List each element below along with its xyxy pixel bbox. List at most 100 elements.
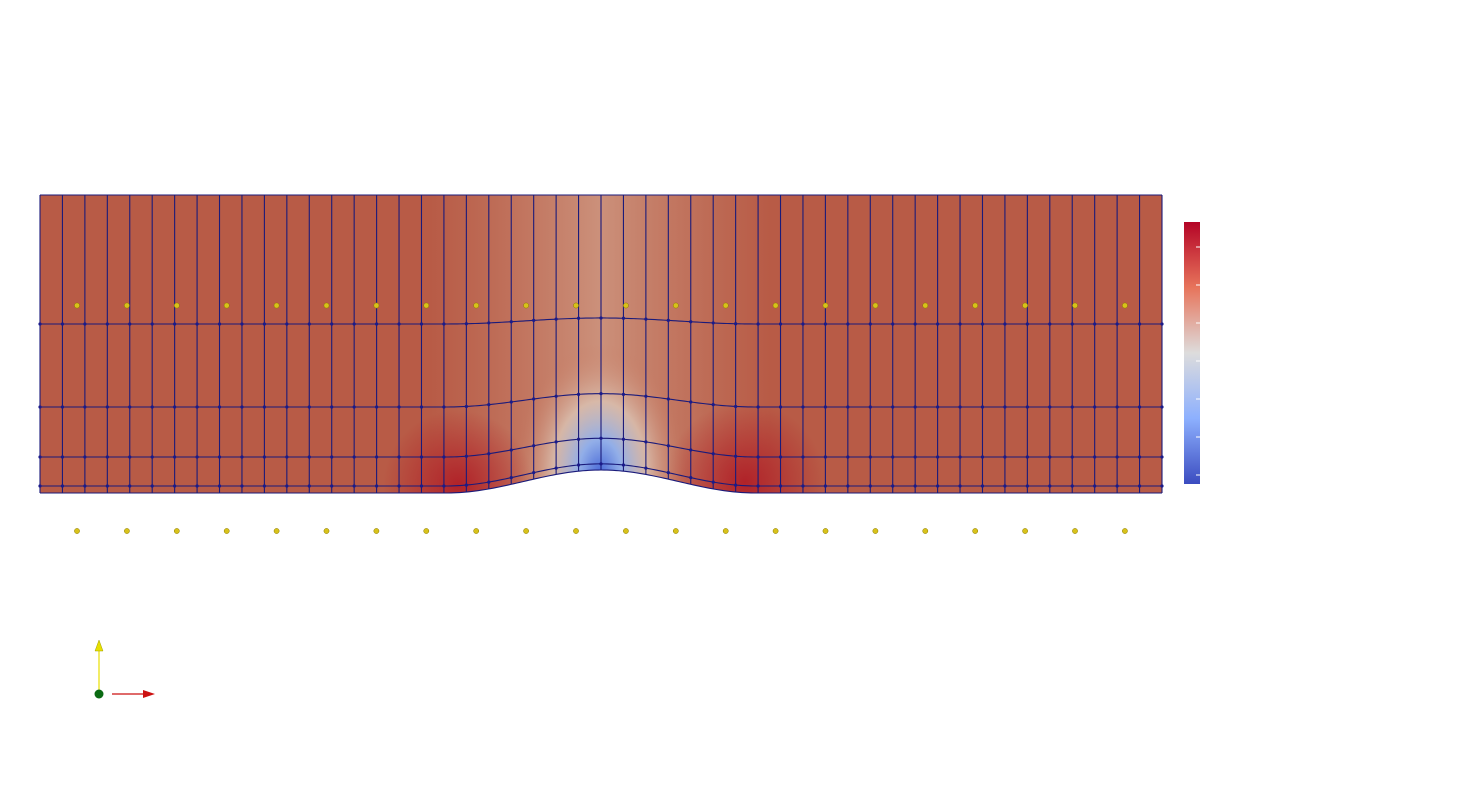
mesh-node <box>262 405 266 409</box>
mesh-node <box>980 455 985 459</box>
probe-point <box>223 528 230 534</box>
mesh-node <box>375 405 379 409</box>
mesh-node <box>936 322 940 326</box>
mesh-node <box>734 322 738 326</box>
mesh-node <box>1070 405 1074 409</box>
mesh-node <box>711 480 715 484</box>
mesh-node <box>1025 405 1029 409</box>
mesh-node <box>195 322 199 326</box>
probe-point <box>972 528 979 534</box>
mesh-node <box>330 484 334 488</box>
mesh-node <box>734 454 738 458</box>
probe-point <box>523 528 529 534</box>
mesh-node <box>487 452 491 456</box>
mesh-node <box>352 484 356 488</box>
mesh-node <box>1093 405 1097 409</box>
mesh-node <box>262 455 266 459</box>
mesh-node <box>644 440 648 444</box>
mesh-node <box>509 320 513 324</box>
mesh-node <box>1093 484 1097 488</box>
mesh-node <box>285 484 289 488</box>
mesh-node <box>217 322 222 326</box>
mesh-node <box>666 397 670 401</box>
mesh-node <box>240 455 244 459</box>
mesh-node <box>868 322 872 326</box>
mesh-node <box>689 448 693 452</box>
mesh-node <box>397 405 401 409</box>
probe-point <box>573 302 579 309</box>
mesh-node <box>621 463 626 467</box>
mesh-node <box>330 405 334 409</box>
probe-point <box>1122 528 1128 534</box>
mesh-node <box>173 455 177 459</box>
mesh-node <box>958 405 962 409</box>
mesh-node <box>644 394 648 398</box>
mesh-node <box>307 322 311 326</box>
mesh-node <box>576 316 581 320</box>
mesh-node <box>105 322 109 326</box>
mesh-node <box>846 322 850 326</box>
mesh-node <box>1137 455 1142 459</box>
mesh-node <box>1137 405 1142 409</box>
mesh-node <box>442 455 446 459</box>
mesh-node <box>958 322 962 326</box>
mesh-node <box>778 322 783 326</box>
probe-point <box>972 302 979 309</box>
probe-point <box>922 302 929 309</box>
mesh-node <box>913 484 917 488</box>
mesh-node <box>1048 405 1052 409</box>
mesh-node <box>711 452 715 456</box>
mesh-node <box>217 455 222 459</box>
probe-point <box>772 302 779 309</box>
probe-point <box>772 528 779 534</box>
mesh-node <box>756 484 760 488</box>
probe-point <box>1022 528 1028 534</box>
mesh-node <box>689 400 693 404</box>
probe-point <box>623 302 629 309</box>
mesh-node <box>936 405 940 409</box>
probe-point <box>822 302 829 309</box>
mesh-node <box>1003 405 1007 409</box>
mesh-node <box>868 405 872 409</box>
mesh-node <box>1025 455 1029 459</box>
probe-point <box>124 302 130 309</box>
orientation-axes <box>94 639 155 699</box>
mesh-node <box>1115 455 1119 459</box>
mesh-node <box>846 405 850 409</box>
mesh-node <box>262 484 266 488</box>
mesh-node <box>240 322 244 326</box>
probe-point <box>373 302 380 309</box>
mesh-node <box>891 484 895 488</box>
mesh-node <box>823 405 828 409</box>
probe-point <box>273 302 280 309</box>
probe-point <box>173 528 180 534</box>
probe-point <box>523 302 529 309</box>
mesh-node <box>1003 484 1007 488</box>
mesh-node <box>352 322 356 326</box>
mesh-node <box>666 444 670 448</box>
mesh-node <box>419 455 424 459</box>
mesh-node <box>397 484 401 488</box>
mesh-node <box>60 322 65 326</box>
mesh-node <box>666 318 670 322</box>
mesh-node <box>734 483 738 487</box>
mesh-node <box>509 476 513 480</box>
mesh-node <box>1160 484 1164 488</box>
mesh-node <box>262 322 266 326</box>
mesh-node <box>532 444 536 448</box>
probe-point <box>672 302 679 309</box>
mesh-node <box>509 400 513 404</box>
mesh-node <box>38 322 42 326</box>
mesh-node <box>307 455 311 459</box>
mesh-node <box>599 462 603 466</box>
mesh-node <box>711 403 715 407</box>
mesh-node <box>1160 405 1164 409</box>
mesh-node <box>936 455 940 459</box>
mesh-node <box>1003 455 1007 459</box>
mesh-node <box>823 322 828 326</box>
mesh-node <box>801 484 805 488</box>
mesh-node <box>240 405 244 409</box>
surface-shade <box>480 300 720 493</box>
